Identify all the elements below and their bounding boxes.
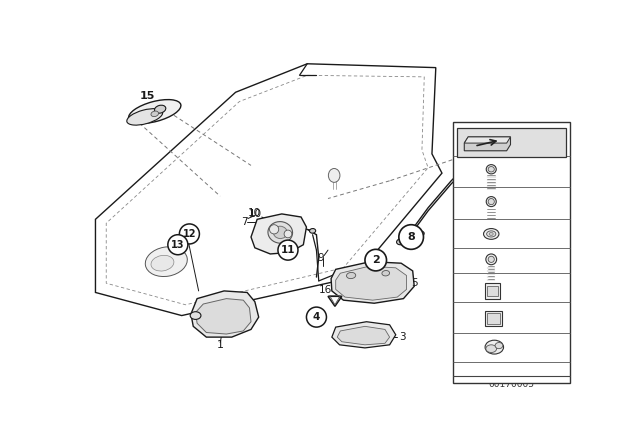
Ellipse shape <box>491 136 498 141</box>
Bar <box>485 283 500 299</box>
Circle shape <box>488 288 491 290</box>
Bar <box>485 311 502 326</box>
Text: 4: 4 <box>313 312 320 322</box>
Bar <box>488 285 498 296</box>
Ellipse shape <box>284 230 292 238</box>
Circle shape <box>307 307 326 327</box>
Ellipse shape <box>268 222 292 243</box>
Circle shape <box>493 288 495 290</box>
Ellipse shape <box>310 228 316 233</box>
Ellipse shape <box>486 197 496 207</box>
Text: 3: 3 <box>399 332 406 342</box>
Ellipse shape <box>495 343 503 349</box>
Ellipse shape <box>486 231 496 237</box>
Ellipse shape <box>129 99 181 124</box>
Ellipse shape <box>190 312 201 319</box>
Ellipse shape <box>328 168 340 182</box>
Ellipse shape <box>485 340 504 354</box>
Ellipse shape <box>382 271 390 276</box>
Text: 8: 8 <box>407 232 415 242</box>
Bar <box>488 313 500 324</box>
Text: 10: 10 <box>249 209 262 219</box>
Circle shape <box>488 292 491 294</box>
Ellipse shape <box>145 247 188 276</box>
Polygon shape <box>337 326 390 345</box>
Ellipse shape <box>346 272 356 279</box>
Polygon shape <box>251 214 307 254</box>
Ellipse shape <box>151 111 159 116</box>
Text: 2: 2 <box>372 255 380 265</box>
Text: 9: 9 <box>317 253 324 263</box>
Ellipse shape <box>488 167 494 172</box>
Polygon shape <box>464 137 511 151</box>
Text: 11: 11 <box>459 258 472 267</box>
Text: 13: 13 <box>459 314 472 323</box>
Ellipse shape <box>488 198 494 205</box>
Circle shape <box>365 250 387 271</box>
Text: 2: 2 <box>459 168 465 178</box>
Ellipse shape <box>269 225 279 234</box>
Text: 10: 10 <box>248 208 261 218</box>
Ellipse shape <box>486 345 497 353</box>
Ellipse shape <box>151 255 174 271</box>
Ellipse shape <box>490 233 493 236</box>
Bar <box>456 129 566 157</box>
Text: 16: 16 <box>319 285 332 295</box>
Text: 12: 12 <box>182 229 196 239</box>
Ellipse shape <box>127 109 163 125</box>
Circle shape <box>399 225 424 250</box>
Polygon shape <box>191 291 259 337</box>
Text: 12: 12 <box>459 286 472 296</box>
Bar <box>452 121 570 383</box>
Text: 7: 7 <box>241 217 248 227</box>
Text: 11: 11 <box>281 245 295 255</box>
Text: 4: 4 <box>459 200 465 210</box>
Ellipse shape <box>484 228 499 239</box>
Ellipse shape <box>372 252 379 256</box>
Circle shape <box>179 224 200 244</box>
Text: 8: 8 <box>459 229 465 239</box>
Polygon shape <box>464 137 511 143</box>
Ellipse shape <box>486 254 497 265</box>
Ellipse shape <box>273 226 287 239</box>
Text: 15: 15 <box>140 91 155 101</box>
Text: 1: 1 <box>217 340 224 350</box>
Circle shape <box>497 131 531 165</box>
Text: 14: 14 <box>506 141 523 154</box>
Text: 6: 6 <box>456 220 463 230</box>
Text: 00170005: 00170005 <box>488 380 534 389</box>
Polygon shape <box>196 299 251 334</box>
Ellipse shape <box>154 105 166 113</box>
Ellipse shape <box>397 238 406 245</box>
Text: 5: 5 <box>411 278 417 288</box>
Circle shape <box>278 240 298 260</box>
Circle shape <box>168 235 188 255</box>
Polygon shape <box>336 266 406 300</box>
Ellipse shape <box>417 231 424 237</box>
Polygon shape <box>332 322 396 348</box>
Circle shape <box>493 292 495 294</box>
Text: 6: 6 <box>463 197 470 207</box>
Ellipse shape <box>486 165 496 174</box>
Text: 14: 14 <box>459 342 472 352</box>
Text: 13: 13 <box>171 240 184 250</box>
Ellipse shape <box>488 256 494 263</box>
Polygon shape <box>331 262 414 303</box>
